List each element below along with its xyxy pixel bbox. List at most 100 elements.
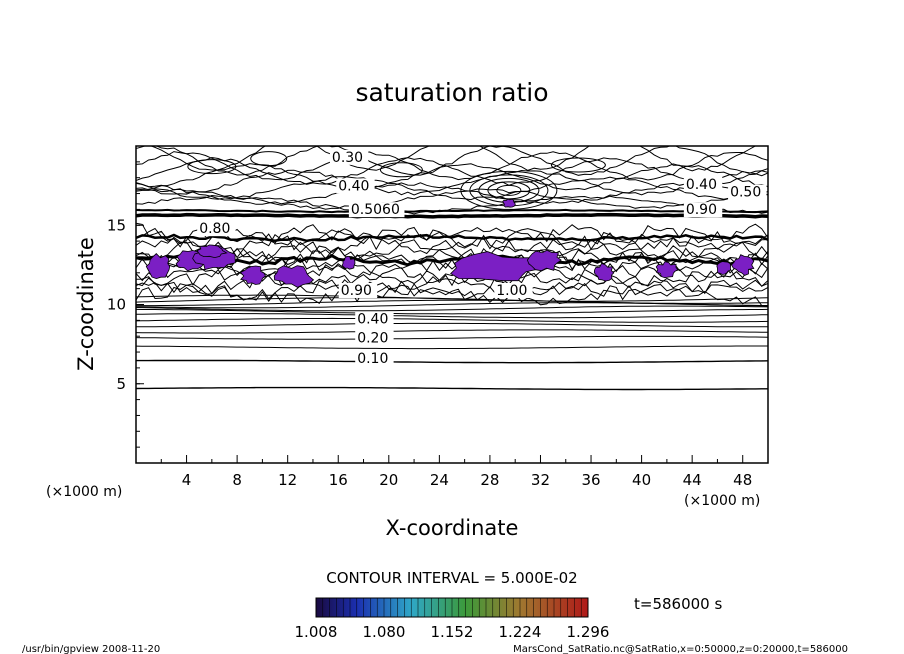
contour-label-bg xyxy=(728,184,767,200)
colorbar-tick-label: 1.080 xyxy=(363,623,406,641)
colorbar-ticks: 1.008 1.080 1.152 1.224 1.296 xyxy=(295,598,610,641)
contour-loop xyxy=(487,181,531,200)
x-tick-label: 20 xyxy=(379,471,398,489)
contour-lines xyxy=(136,146,768,391)
x-tick-label: 28 xyxy=(480,471,499,489)
contour-line xyxy=(136,313,768,319)
supersaturation-blob xyxy=(273,265,315,288)
contour-label-bg xyxy=(355,311,394,327)
contour-loop xyxy=(379,162,423,178)
y-tick-label: 5 xyxy=(116,375,126,393)
contour-label-bg xyxy=(338,282,378,298)
contour-label-bg xyxy=(336,178,375,194)
y-tick-label: 10 xyxy=(107,296,126,314)
supersaturation-blob xyxy=(450,251,544,282)
contour-line xyxy=(136,151,768,181)
contour-loop xyxy=(496,184,522,196)
contour-line xyxy=(136,222,768,245)
x-axis-title: X-coordinate xyxy=(386,516,519,540)
supersaturation-blob xyxy=(593,262,615,282)
supersaturation-blob xyxy=(145,253,171,280)
y-axis-ticks: 5 10 15 xyxy=(107,161,144,448)
contour-line xyxy=(136,182,768,205)
contour-line xyxy=(136,233,768,256)
contour-label-bg xyxy=(355,351,394,367)
contour-label-bg xyxy=(197,221,236,237)
x-tick-label: 4 xyxy=(182,471,192,489)
contour-line xyxy=(136,329,768,334)
contour-line xyxy=(149,146,757,172)
colorbar-tick-label: 1.296 xyxy=(567,623,610,641)
x-tick-label: 48 xyxy=(733,471,752,489)
colorbar-tick-label: 1.152 xyxy=(431,623,474,641)
contour-loop xyxy=(460,170,558,210)
contour-line xyxy=(136,308,768,315)
contour-label-bg xyxy=(683,202,723,218)
contour-label: 0.40 xyxy=(686,177,717,193)
x-unit-right: (×1000 m) xyxy=(684,493,760,509)
supersaturation-blob xyxy=(655,261,679,279)
contour-loop xyxy=(550,157,606,173)
contour-line xyxy=(136,208,768,214)
contour-line xyxy=(136,359,768,364)
contour-line xyxy=(136,163,768,191)
time-label: t=586000 s xyxy=(634,595,722,613)
x-tick-label: 16 xyxy=(329,471,348,489)
contour-label: 0.40 xyxy=(338,178,369,194)
contour-label: 0.50 xyxy=(730,185,761,201)
x-tick-label: 32 xyxy=(531,471,550,489)
contour-line xyxy=(136,176,768,201)
supersaturation-blob xyxy=(196,244,228,259)
x-tick-label: 24 xyxy=(430,471,449,489)
y-tick-label: 15 xyxy=(107,216,126,234)
contour-loop xyxy=(187,159,237,175)
contour-line xyxy=(136,283,768,307)
contour-line xyxy=(136,294,768,302)
contour-labels: 0.30 0.40 0.40 0.50 0.5060 0.90 0.80 1.00 0.90 0.… xyxy=(197,149,767,367)
supersaturation-blob xyxy=(731,254,755,276)
contour-label: 0.40 xyxy=(357,312,388,328)
contour-label: 0.20 xyxy=(357,331,388,347)
contour-label: 0.90 xyxy=(686,202,717,218)
supersaturation-blob xyxy=(502,198,516,208)
supersaturation-blob xyxy=(239,265,267,285)
contour-line xyxy=(136,188,768,210)
contour-line xyxy=(136,335,768,340)
contour-line xyxy=(136,253,768,267)
contour-line xyxy=(136,169,768,196)
contour-line xyxy=(136,272,768,296)
contour-label: 0.30 xyxy=(332,150,363,166)
chart-title: saturation ratio xyxy=(355,78,548,107)
contour-line xyxy=(136,212,768,219)
contour-line xyxy=(136,279,768,301)
supersaturation-blob xyxy=(716,261,732,275)
contour-line xyxy=(136,305,768,312)
contour-line xyxy=(136,194,768,215)
supersaturation-blob xyxy=(526,249,562,272)
contour-line xyxy=(136,146,768,177)
contour-label: 0.80 xyxy=(199,221,230,237)
contour-interval: CONTOUR INTERVAL = 5.000E-02 xyxy=(326,569,577,587)
contour-label-bg xyxy=(329,149,369,165)
x-tick-label: 36 xyxy=(581,471,600,489)
contour-line xyxy=(136,345,768,350)
x-tick-label: 40 xyxy=(632,471,651,489)
contour-label-bg xyxy=(355,330,394,346)
x-tick-label: 12 xyxy=(278,471,297,489)
contour-line xyxy=(136,233,768,243)
supersaturation-blob xyxy=(341,255,356,270)
contour-line xyxy=(136,386,768,391)
x-tick-label: 44 xyxy=(683,471,702,489)
colorbar-tick-label: 1.008 xyxy=(295,623,338,641)
contour-loop xyxy=(250,151,288,167)
contour-label: 1.00 xyxy=(496,283,527,299)
contour-label: 0.5060 xyxy=(351,202,400,218)
supersaturation-regions xyxy=(145,198,755,288)
footer-left: /usr/bin/gpview 2008-11-20 xyxy=(22,644,160,654)
x-tick-label: 8 xyxy=(232,471,242,489)
footer-right: MarsCond_SatRatio.nc@SatRatio,x=0:50000,… xyxy=(513,644,848,654)
contour-label-bg xyxy=(494,282,533,298)
contour-line xyxy=(136,317,768,323)
contour-line xyxy=(136,322,768,328)
